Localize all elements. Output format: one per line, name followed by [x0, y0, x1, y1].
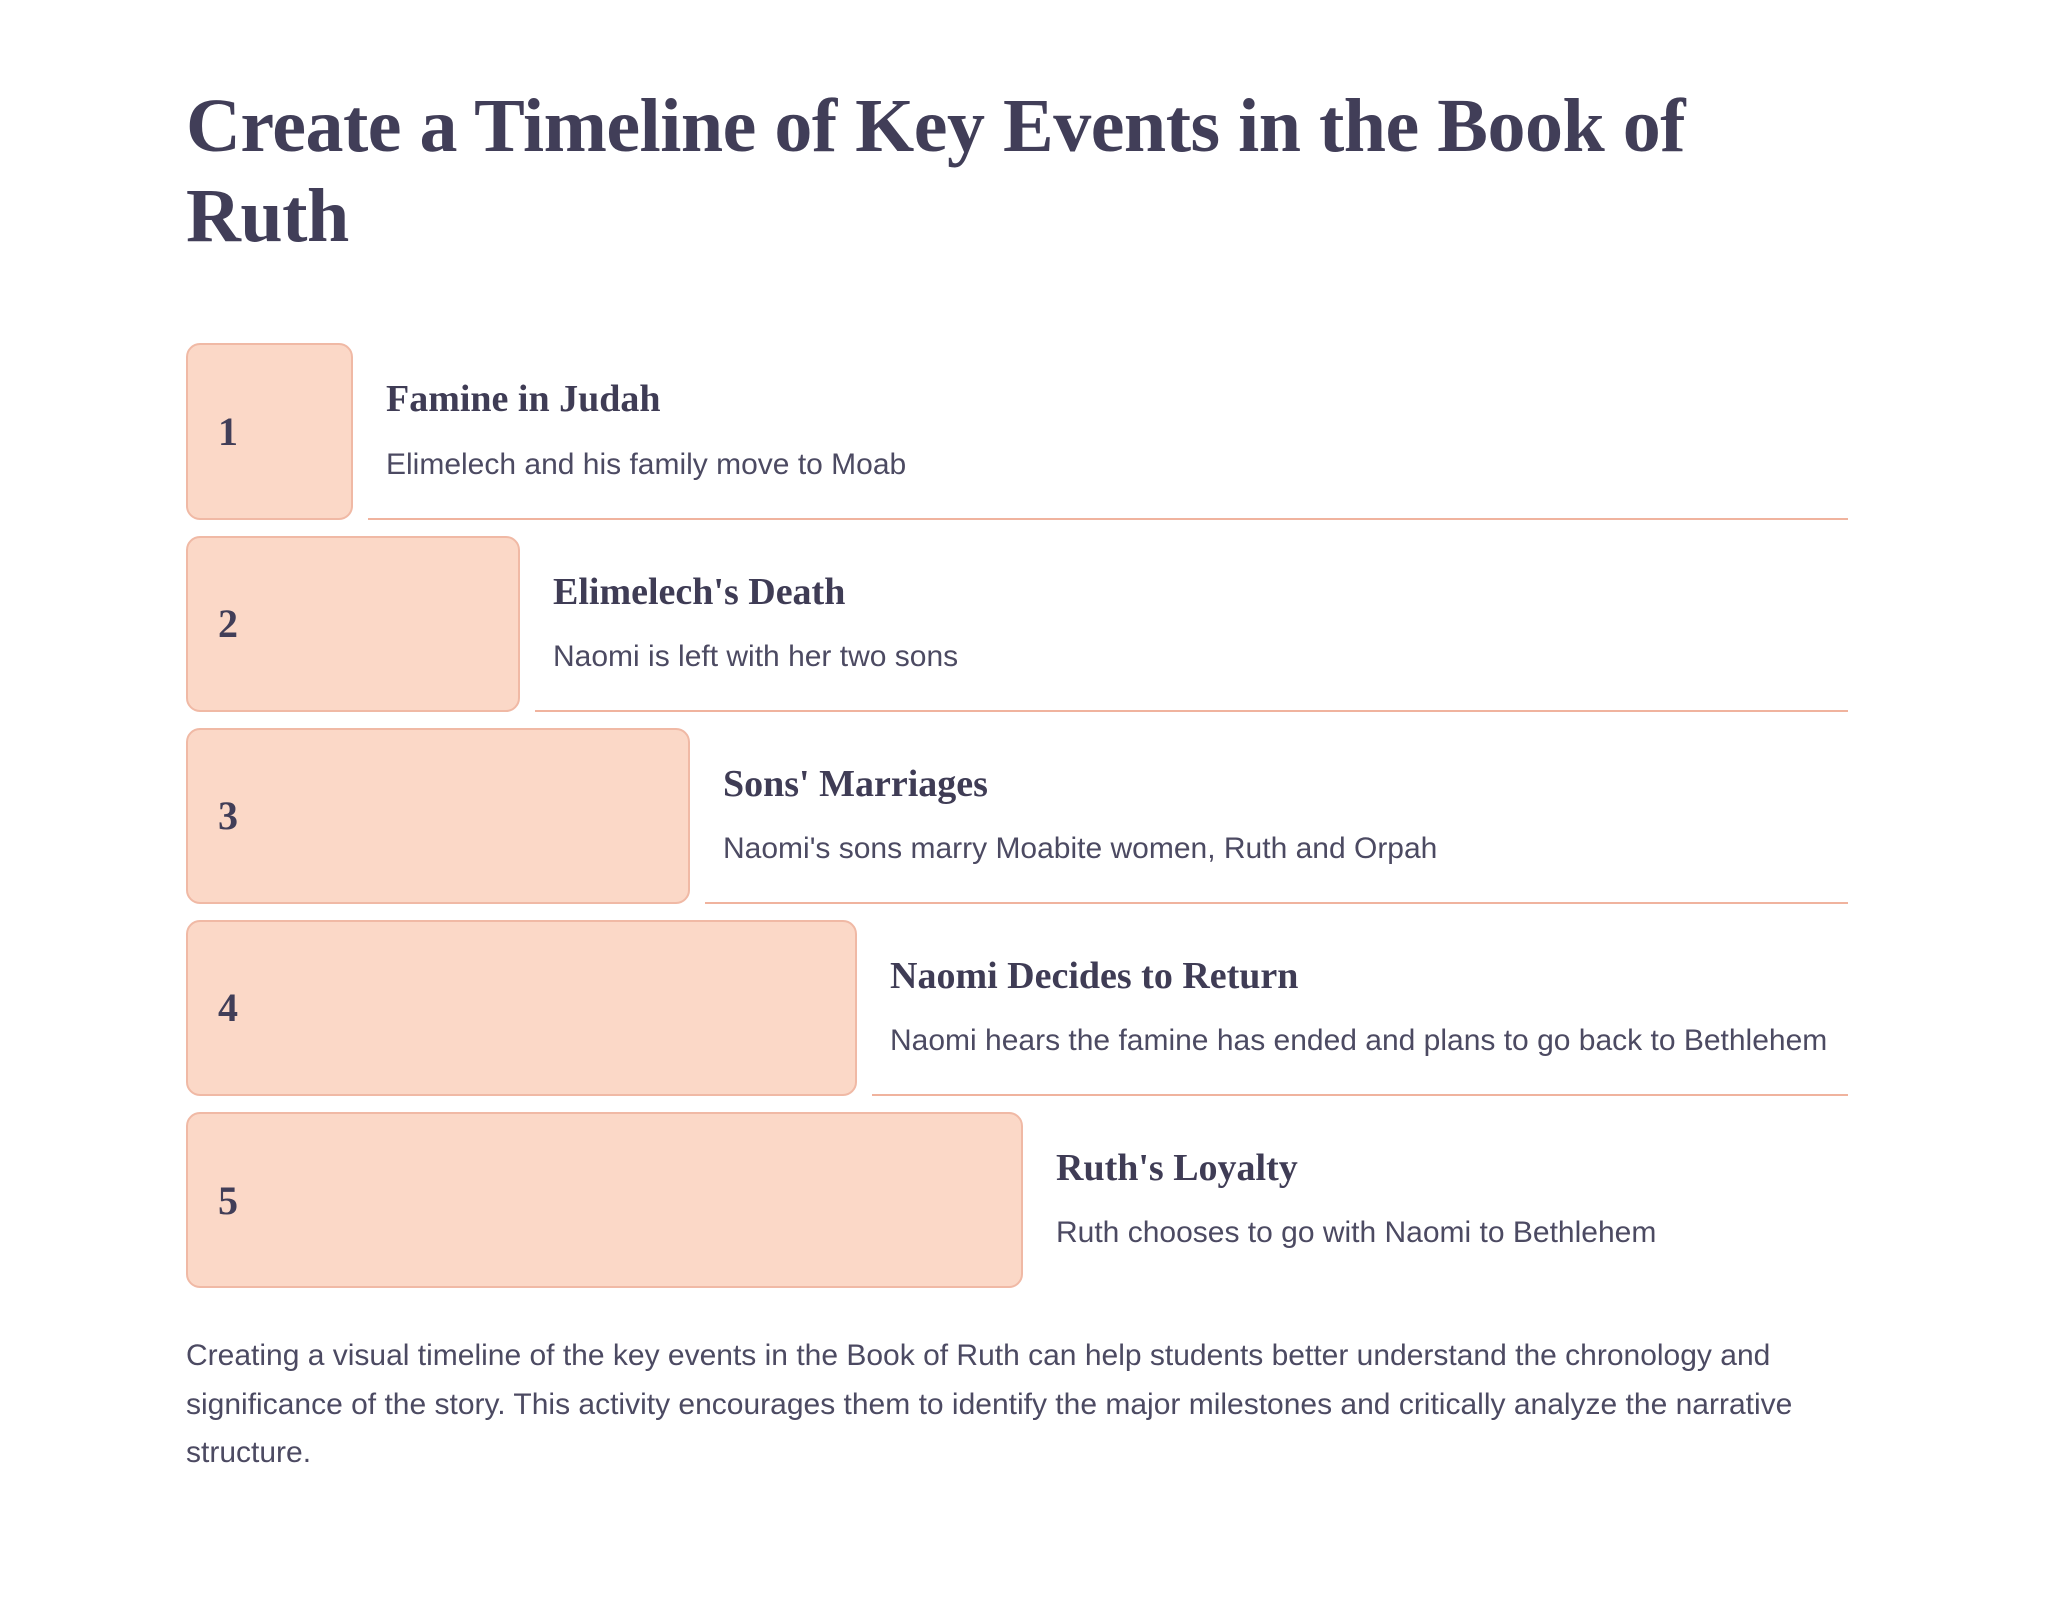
timeline-item-4: 4 Naomi Decides to Return Naomi hears th… — [186, 919, 1848, 1096]
row-divider — [872, 1093, 1848, 1096]
step-number: 1 — [218, 408, 238, 454]
timeline-item-2: 2 Elimelech's Death Naomi is left with h… — [186, 535, 1848, 712]
timeline-item-5: 5 Ruth's Loyalty Ruth chooses to go with… — [186, 1111, 1848, 1289]
timeline-step-bar-4: 4 — [186, 919, 857, 1096]
timeline-item-content: Ruth's Loyalty Ruth chooses to go with N… — [1056, 1112, 1848, 1288]
event-description: Naomi hears the famine has ended and pla… — [890, 1023, 1828, 1057]
timeline-item-1: 1 Famine in Judah Elimelech and his fami… — [186, 343, 1848, 520]
timeline-item-3: 3 Sons' Marriages Naomi's sons marry Moa… — [186, 727, 1848, 904]
timeline-item-content: Sons' Marriages Naomi's sons marry Moabi… — [723, 728, 1848, 904]
row-divider — [368, 517, 1848, 520]
timeline-step-bar-3: 3 — [186, 727, 690, 904]
event-title: Naomi Decides to Return — [890, 954, 1299, 997]
timeline-step-bar-1: 1 — [186, 343, 353, 520]
event-description: Elimelech and his family move to Moab — [386, 447, 907, 481]
timeline-step-bar-2: 2 — [186, 535, 520, 712]
step-number: 3 — [218, 793, 238, 839]
step-number: 4 — [218, 985, 238, 1031]
event-title: Ruth's Loyalty — [1056, 1146, 1298, 1189]
timeline: 1 Famine in Judah Elimelech and his fami… — [186, 343, 1848, 1289]
event-title: Elimelech's Death — [553, 570, 846, 613]
timeline-item-content: Elimelech's Death Naomi is left with her… — [553, 536, 1848, 712]
event-description: Naomi is left with her two sons — [553, 639, 959, 673]
step-number: 5 — [218, 1177, 238, 1223]
step-number: 2 — [218, 601, 238, 647]
row-divider — [535, 709, 1848, 712]
event-title: Sons' Marriages — [723, 762, 988, 805]
timeline-step-bar-5: 5 — [186, 1111, 1023, 1289]
event-description: Naomi's sons marry Moabite women, Ruth a… — [723, 831, 1438, 865]
timeline-item-content: Naomi Decides to Return Naomi hears the … — [890, 920, 1848, 1096]
footer-paragraph: Creating a visual timeline of the key ev… — [186, 1339, 1793, 1470]
page-title: Create a Timeline of Key Events in the B… — [186, 84, 1686, 258]
worksheet-page: Create a Timeline of Key Events in the B… — [186, 84, 1848, 1470]
event-title: Famine in Judah — [386, 378, 661, 421]
event-description: Ruth chooses to go with Naomi to Bethleh… — [1056, 1216, 1657, 1250]
row-divider — [705, 901, 1848, 904]
timeline-item-content: Famine in Judah Elimelech and his family… — [386, 343, 1848, 519]
